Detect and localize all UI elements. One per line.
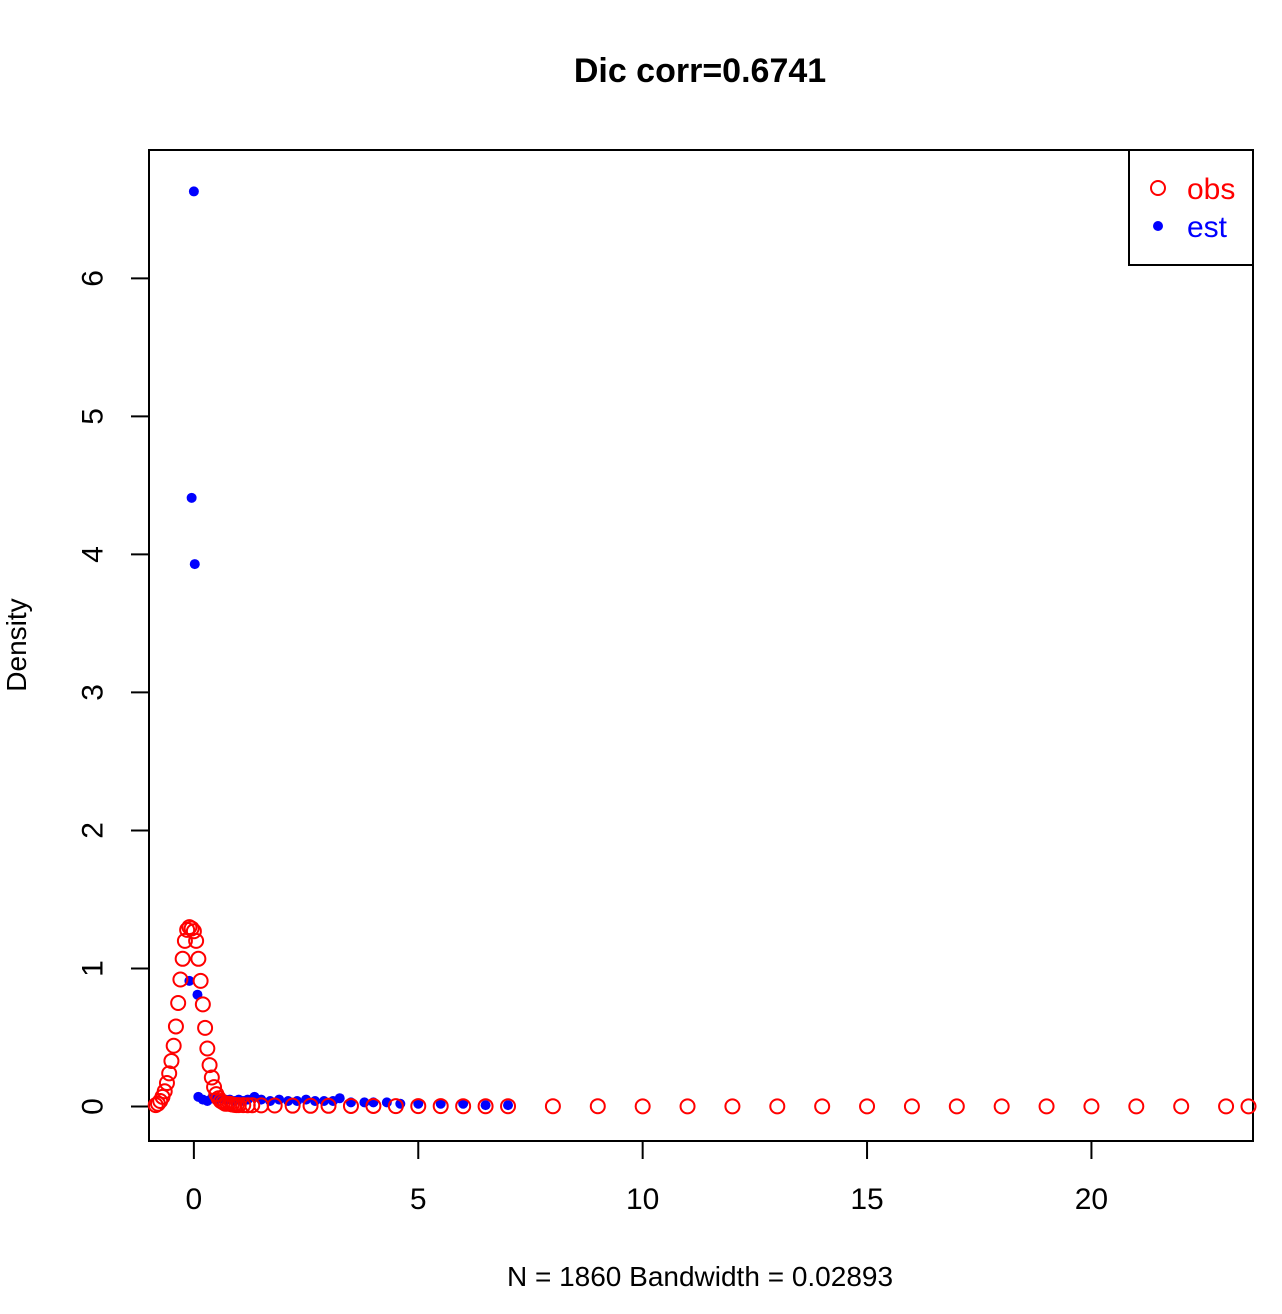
y-axis-label: Density <box>1 598 32 691</box>
obs-point <box>589 1098 606 1115</box>
obs-point <box>455 1098 472 1115</box>
obs-point <box>156 1083 173 1100</box>
obs-point <box>158 1075 175 1092</box>
est-point <box>186 492 197 503</box>
plot-frame <box>148 149 1254 1142</box>
obs-point <box>679 1098 696 1115</box>
y-tick-label: 4 <box>77 546 110 563</box>
est-point <box>334 1093 345 1104</box>
obs-point <box>176 932 193 949</box>
obs-point <box>342 1097 359 1114</box>
obs-point <box>320 1097 337 1114</box>
obs-point <box>1083 1098 1100 1115</box>
obs-point <box>432 1098 449 1115</box>
x-axis: 0 5 10 15 20 <box>186 1140 1108 1216</box>
y-tick-label: 0 <box>77 1098 110 1115</box>
obs-point <box>199 1040 216 1057</box>
x-tick-label: 10 <box>626 1183 659 1216</box>
obs-point <box>477 1098 494 1115</box>
obs-point <box>1240 1098 1257 1115</box>
obs-point <box>185 923 202 940</box>
obs-point <box>948 1098 965 1115</box>
obs-point <box>302 1097 319 1114</box>
obs-point <box>203 1069 220 1086</box>
obs-point <box>284 1097 301 1114</box>
y-tick-label: 5 <box>77 408 110 425</box>
obs-point <box>172 971 189 988</box>
obs-point <box>161 1065 178 1082</box>
est-point <box>435 1098 446 1109</box>
legend-obs-marker <box>1150 180 1166 196</box>
y-axis: 0 1 2 3 4 5 6 <box>77 270 150 1115</box>
chart-title: Dic corr=0.6741 <box>574 52 826 90</box>
obs-point <box>769 1098 786 1115</box>
obs-point <box>544 1098 561 1115</box>
y-tick-label: 3 <box>77 684 110 701</box>
obs-point <box>170 994 187 1011</box>
obs-point <box>903 1098 920 1115</box>
legend: obs est <box>1128 149 1254 266</box>
obs-point <box>1218 1098 1235 1115</box>
est-point <box>480 1100 491 1111</box>
legend-est-marker <box>1153 221 1163 231</box>
obs-point <box>1038 1098 1055 1115</box>
obs-point <box>197 1019 214 1036</box>
obs-point <box>266 1097 283 1114</box>
obs-point <box>194 996 211 1013</box>
legend-box <box>1128 149 1254 266</box>
x-tick-label: 0 <box>186 1183 203 1216</box>
est-point <box>503 1100 514 1111</box>
x-axis-label: N = 1860 Bandwidth = 0.02893 <box>507 1261 893 1292</box>
obs-point <box>387 1098 404 1115</box>
y-tick-label: 1 <box>77 960 110 977</box>
obs-point <box>410 1098 427 1115</box>
obs-point <box>1173 1098 1190 1115</box>
obs-point <box>859 1098 876 1115</box>
obs-point <box>500 1098 517 1115</box>
est-point <box>188 186 199 197</box>
obs-point <box>244 1097 261 1114</box>
obs-point <box>235 1097 252 1114</box>
obs-point <box>993 1098 1010 1115</box>
x-tick-label: 20 <box>1075 1183 1108 1216</box>
y-tick-label: 2 <box>77 822 110 839</box>
obs-point <box>365 1097 382 1114</box>
legend-est-label: est <box>1187 211 1228 244</box>
obs-point <box>190 950 207 967</box>
obs-point <box>634 1098 651 1115</box>
y-tick-label: 6 <box>77 270 110 287</box>
obs-point <box>814 1098 831 1115</box>
legend-obs-label: obs <box>1187 173 1235 206</box>
obs-point <box>192 972 209 989</box>
obs-point <box>174 950 191 967</box>
est-point <box>458 1098 469 1109</box>
est-point <box>413 1098 424 1109</box>
obs-point <box>163 1052 180 1069</box>
est-point <box>189 559 200 570</box>
plot-area <box>147 186 1257 1115</box>
x-tick-label: 15 <box>850 1183 883 1216</box>
obs-point <box>201 1057 218 1074</box>
obs-point <box>165 1037 182 1054</box>
obs-point <box>167 1018 184 1035</box>
obs-point <box>1128 1098 1145 1115</box>
obs-point <box>188 932 205 949</box>
x-tick-label: 5 <box>410 1183 427 1216</box>
obs-point <box>724 1098 741 1115</box>
